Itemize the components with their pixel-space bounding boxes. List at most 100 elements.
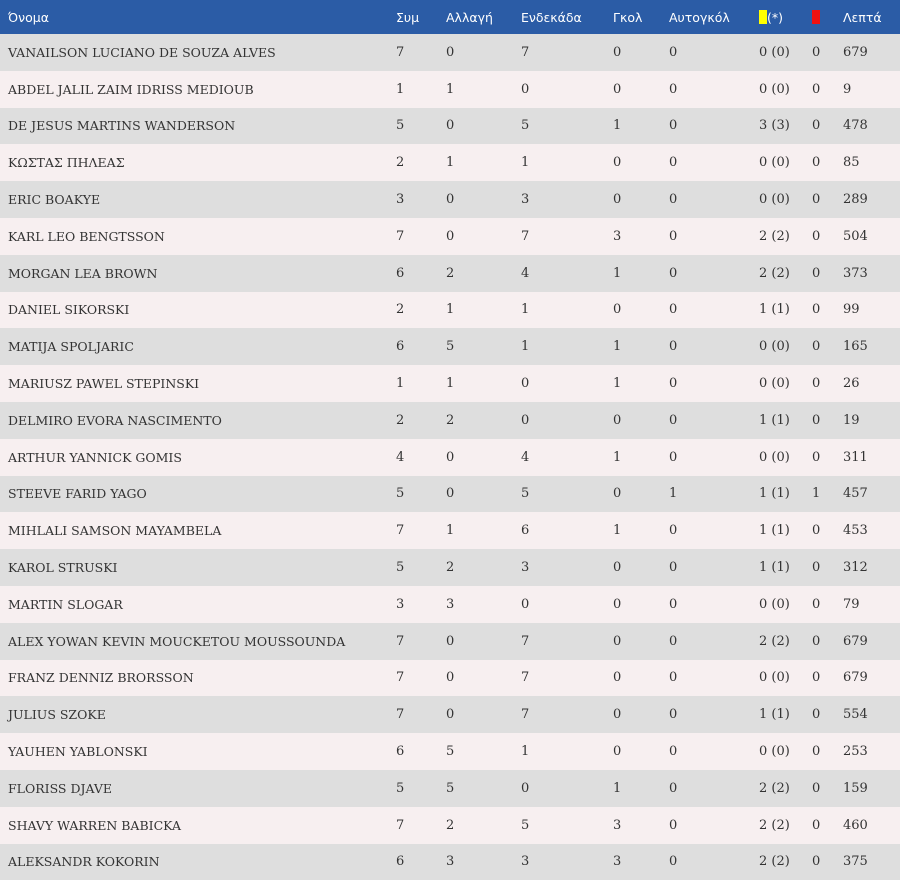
player-goals: 0 <box>613 707 622 723</box>
table-row: DANIEL SIKORSKI 2 1 1 0 0 1 (1) 0 99 <box>0 291 900 329</box>
player-name[interactable]: YAUHEN YABLONSKI <box>8 744 148 760</box>
player-minutes: 554 <box>843 707 868 723</box>
yellow-header-suffix: (*) <box>767 9 784 25</box>
player-red-cards: 0 <box>812 560 821 576</box>
player-goals: 0 <box>613 560 622 576</box>
player-name[interactable]: MATIJA SPOLJARIC <box>8 339 134 355</box>
player-red-cards: 0 <box>812 670 821 686</box>
player-name[interactable]: ALEKSANDR KOKORIN <box>8 854 160 870</box>
player-appearances: 3 <box>396 192 405 208</box>
header-starts[interactable]: Ενδεκάδα <box>521 9 582 25</box>
player-minutes: 9 <box>843 81 852 97</box>
table-row: ERIC BOAKYE 3 0 3 0 0 0 (0) 0 289 <box>0 181 900 218</box>
red-card-icon <box>812 9 820 24</box>
player-own-goals: 0 <box>669 449 678 465</box>
player-minutes: 373 <box>843 265 868 281</box>
player-name[interactable]: ΚΩΣΤΑΣ ΠΗΛΕΑΣ <box>8 155 125 171</box>
player-goals: 1 <box>613 265 622 281</box>
player-red-cards: 0 <box>812 854 821 870</box>
header-name[interactable]: Όνομα <box>8 9 49 25</box>
header-goals[interactable]: Γκολ <box>613 9 643 25</box>
player-red-cards: 0 <box>812 596 821 612</box>
player-yellow-cards: 2 (2) <box>759 854 790 870</box>
table-row: ΚΩΣΤΑΣ ΠΗΛΕΑΣ 2 1 1 0 0 0 (0) 0 85 <box>0 144 900 182</box>
player-goals: 0 <box>613 81 622 97</box>
player-yellow-cards: 1 (1) <box>759 412 790 428</box>
player-name[interactable]: ALEX YOWAN KEVIN MOUCKETOU MOUSSOUNDA <box>8 633 346 649</box>
player-own-goals: 0 <box>669 81 678 97</box>
player-name[interactable]: DELMIRO EVORA NASCIMENTO <box>8 412 222 428</box>
player-goals: 0 <box>613 633 622 649</box>
player-appearances: 2 <box>396 302 405 318</box>
player-own-goals: 0 <box>669 854 678 870</box>
player-yellow-cards: 2 (2) <box>759 228 790 244</box>
player-name[interactable]: SHAVY WARREN BABICKA <box>8 817 181 833</box>
player-red-cards: 1 <box>812 486 821 502</box>
player-own-goals: 0 <box>669 744 678 760</box>
player-name[interactable]: DANIEL SIKORSKI <box>8 302 130 318</box>
player-name[interactable]: MIHLALI SAMSON MAYAMBELA <box>8 523 222 539</box>
player-starts: 5 <box>521 817 530 833</box>
player-name[interactable]: VANAILSON LUCIANO DE SOUZA ALVES <box>8 44 276 60</box>
table-row: VANAILSON LUCIANO DE SOUZA ALVES 7 0 7 0 0 0 (… <box>0 34 900 71</box>
player-minutes: 159 <box>843 780 868 796</box>
table-row: JULIUS SZOKE 7 0 7 0 0 1 (1) 0 554 <box>0 696 900 734</box>
header-minutes[interactable]: Λεπτά <box>843 9 882 25</box>
player-starts: 1 <box>521 339 530 355</box>
table-row: FLORISS DJAVE 5 5 0 1 0 2 (2) 0 159 <box>0 769 900 807</box>
player-substitutions: 1 <box>446 81 455 97</box>
player-own-goals: 0 <box>669 780 678 796</box>
table-body: VANAILSON LUCIANO DE SOUZA ALVES 7 0 7 0 0 0 (… <box>0 34 900 880</box>
player-red-cards: 0 <box>812 118 821 134</box>
player-substitutions: 1 <box>446 523 455 539</box>
player-yellow-cards: 0 (0) <box>759 339 790 355</box>
header-own-goals[interactable]: Αυτογκόλ <box>669 9 730 25</box>
player-substitutions: 2 <box>446 560 455 576</box>
header-red-cards[interactable] <box>804 0 835 34</box>
player-goals: 1 <box>613 449 622 465</box>
player-own-goals: 0 <box>669 118 678 134</box>
player-goals: 3 <box>613 854 622 870</box>
player-name[interactable]: MARIUSZ PAWEL STEPINSKI <box>8 376 200 392</box>
player-name[interactable]: STEEVE FARID YAGO <box>8 486 147 502</box>
player-name[interactable]: FRANZ DENNIZ BRORSSON <box>8 670 194 686</box>
table-row: MORGAN LEA BROWN 6 2 4 1 0 2 (2) 0 373 <box>0 254 900 292</box>
player-goals: 0 <box>613 744 622 760</box>
player-name[interactable]: ABDEL JALIL ZAIM IDRISS MEDIOUB <box>8 81 254 97</box>
player-name[interactable]: KAROL STRUSKI <box>8 560 118 576</box>
header-substitutions[interactable]: Αλλαγή <box>446 9 493 25</box>
player-minutes: 460 <box>843 817 868 833</box>
player-name[interactable]: ARTHUR YANNICK GOMIS <box>8 449 182 465</box>
player-minutes: 253 <box>843 744 868 760</box>
player-own-goals: 0 <box>669 265 678 281</box>
player-substitutions: 2 <box>446 265 455 281</box>
player-name[interactable]: MORGAN LEA BROWN <box>8 265 158 281</box>
player-name[interactable]: FLORISS DJAVE <box>8 780 113 796</box>
header-appearances[interactable]: Συμ <box>396 9 420 25</box>
player-minutes: 312 <box>843 560 868 576</box>
player-appearances: 2 <box>396 412 405 428</box>
player-yellow-cards: 0 (0) <box>759 44 790 60</box>
player-name[interactable]: KARL LEO BENGTSSON <box>8 228 165 244</box>
player-appearances: 7 <box>396 707 405 723</box>
table-row: ABDEL JALIL ZAIM IDRISS MEDIOUB 1 1 0 0 0 0 (0… <box>0 70 900 108</box>
table-row: STEEVE FARID YAGO 5 0 5 0 1 1 (1) 1 457 <box>0 475 900 513</box>
player-name[interactable]: JULIUS SZOKE <box>8 707 106 723</box>
player-appearances: 5 <box>396 486 405 502</box>
header-row: Όνομα Συμ Αλλαγή Ενδεκάδα Γκολ Αυτογκόλ … <box>0 0 900 34</box>
player-red-cards: 0 <box>812 523 821 539</box>
player-name[interactable]: ERIC BOAKYE <box>8 192 101 208</box>
player-substitutions: 2 <box>446 817 455 833</box>
player-minutes: 311 <box>843 449 868 465</box>
player-name[interactable]: DE JESUS MARTINS WANDERSON <box>8 118 236 134</box>
table-row: MIHLALI SAMSON MAYAMBELA 7 1 6 1 0 1 (1) 0 453 <box>0 512 900 550</box>
player-yellow-cards: 0 (0) <box>759 81 790 97</box>
player-name[interactable]: MARTIN SLOGAR <box>8 596 123 612</box>
player-substitutions: 0 <box>446 118 455 134</box>
player-own-goals: 0 <box>669 817 678 833</box>
header-yellow-cards[interactable]: (*) <box>751 0 804 34</box>
player-appearances: 6 <box>396 265 405 281</box>
player-yellow-cards: 0 (0) <box>759 376 790 392</box>
table-row: SHAVY WARREN BABICKA 7 2 5 3 0 2 (2) 0 460 <box>0 806 900 844</box>
